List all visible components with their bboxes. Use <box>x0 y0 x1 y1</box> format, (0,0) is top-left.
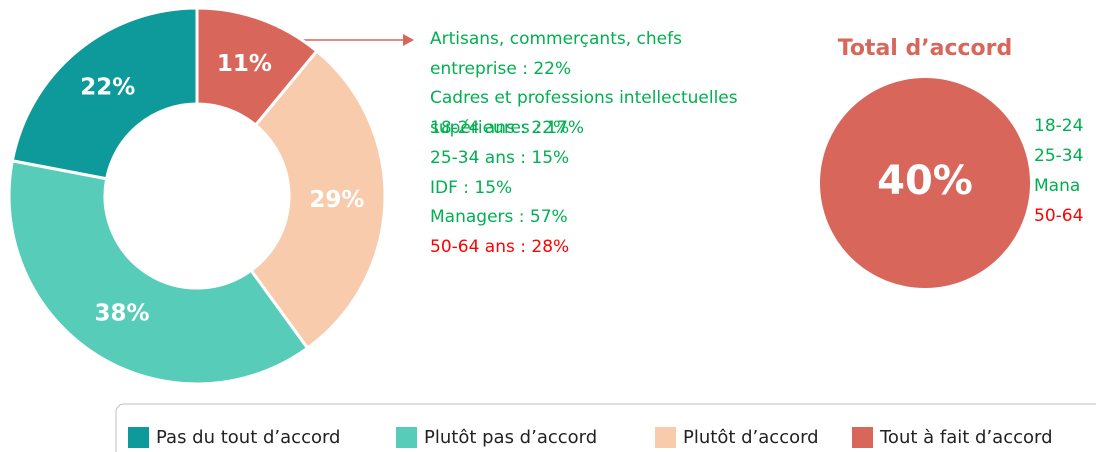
total-annotation: 18-24 <box>1034 116 1083 136</box>
total-title: Total d’accord <box>838 36 1013 61</box>
total-annotation: 50-64 <box>1034 206 1083 226</box>
legend-label: Plutôt d’accord <box>683 427 819 448</box>
annotation: 25-34 ans : 15% <box>430 147 570 168</box>
total-annotation: Mana <box>1034 176 1080 196</box>
donut-segment <box>248 49 387 351</box>
legend-swatch <box>852 427 873 448</box>
legend-label: Pas du tout d’accord <box>156 427 340 448</box>
annotation: Artisans, commerçants, chefs entreprise … <box>430 29 682 79</box>
total-label: 40% <box>877 158 973 204</box>
annotation: Cadres et professions intellectuelles su… <box>430 88 738 139</box>
legend-swatch <box>128 427 149 448</box>
legend-box <box>115 403 1096 452</box>
data-label: 29% <box>309 187 364 213</box>
arrow-head <box>403 34 414 46</box>
legend-swatch <box>396 427 417 448</box>
legend-swatch <box>655 427 676 448</box>
legend-label: Tout à fait d’accord <box>879 427 1053 448</box>
data-label: 22% <box>80 75 135 101</box>
total-annotation: 25-34 <box>1034 146 1083 166</box>
annotation: 18-24 ans : 22% <box>430 118 570 139</box>
data-label: 38% <box>94 301 149 327</box>
annotation: Managers : 57% <box>430 207 568 228</box>
legend-label: Plutôt pas d’accord <box>424 427 597 448</box>
annotation: IDF : 15% <box>430 177 513 198</box>
donut-segment <box>7 159 310 386</box>
data-label: 11% <box>217 51 272 77</box>
total-circle <box>820 78 1030 288</box>
donut-segment <box>10 6 199 181</box>
annotation: 50-64 ans : 28% <box>430 236 570 257</box>
